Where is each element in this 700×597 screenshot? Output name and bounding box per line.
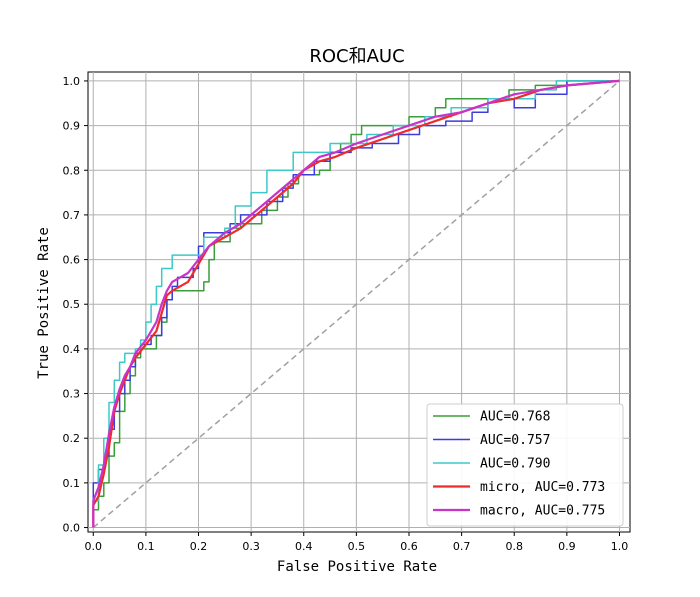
x-tick-label: 1.0 [611, 540, 629, 553]
y-tick-label: 0.4 [63, 343, 81, 356]
y-axis-ticks: 0.0 0.1 0.2 0.3 0.4 0.5 0.6 0.7 0.8 0.9 1.0 [63, 75, 88, 535]
roc-series-5 [92, 79, 620, 528]
diagonal-line [92, 80, 620, 529]
x-axis-ticks: 0.0 0.1 0.2 0.3 0.4 0.5 0.6 0.7 0.8 0.9 1.0 [85, 532, 629, 553]
legend-label: micro, AUC=0.773 [480, 480, 605, 495]
roc-series-4 [92, 79, 620, 528]
x-tick-label: 0.0 [85, 540, 103, 553]
x-tick-label: 0.1 [137, 540, 155, 553]
legend-label: AUC=0.768 [480, 410, 550, 425]
y-tick-label: 0.3 [63, 388, 81, 401]
legend: AUC=0.768 AUC=0.757 AUC=0.790 micro, AUC=0.… [426, 403, 624, 527]
x-tick-label: 0.3 [242, 540, 260, 553]
x-tick-label: 0.6 [400, 540, 418, 553]
y-tick-label: 0.0 [63, 522, 81, 535]
x-axis-label: False Positive Rate [277, 559, 437, 575]
legend-box [426, 403, 624, 527]
legend-label: AUC=0.757 [480, 433, 550, 448]
y-tick-label: 0.5 [63, 298, 81, 311]
x-tick-label: 0.2 [190, 540, 208, 553]
y-tick-label: 0.6 [63, 254, 81, 267]
x-tick-label: 0.4 [295, 540, 313, 553]
legend-label: AUC=0.790 [480, 457, 550, 472]
y-tick-label: 0.9 [63, 120, 81, 133]
y-tick-label: 0.1 [63, 477, 81, 490]
series-lines [92, 79, 620, 528]
y-tick-label: 0.2 [63, 432, 81, 445]
roc-series-1 [92, 80, 620, 528]
x-tick-label: 0.5 [348, 540, 366, 553]
x-tick-label: 0.9 [558, 540, 576, 553]
y-axis-label: True Positive Rate [36, 227, 52, 379]
legend-label: macro, AUC=0.775 [480, 504, 605, 519]
x-tick-label: 0.7 [453, 540, 471, 553]
diagonal-reference [92, 80, 620, 529]
plot-frame [87, 71, 631, 533]
x-tick-label: 0.8 [505, 540, 523, 553]
y-tick-label: 1.0 [63, 75, 81, 88]
chart-title: ROC和AUC [309, 46, 404, 67]
roc-series-2 [92, 80, 620, 528]
y-tick-label: 0.7 [63, 209, 81, 222]
y-tick-label: 0.8 [63, 164, 81, 177]
